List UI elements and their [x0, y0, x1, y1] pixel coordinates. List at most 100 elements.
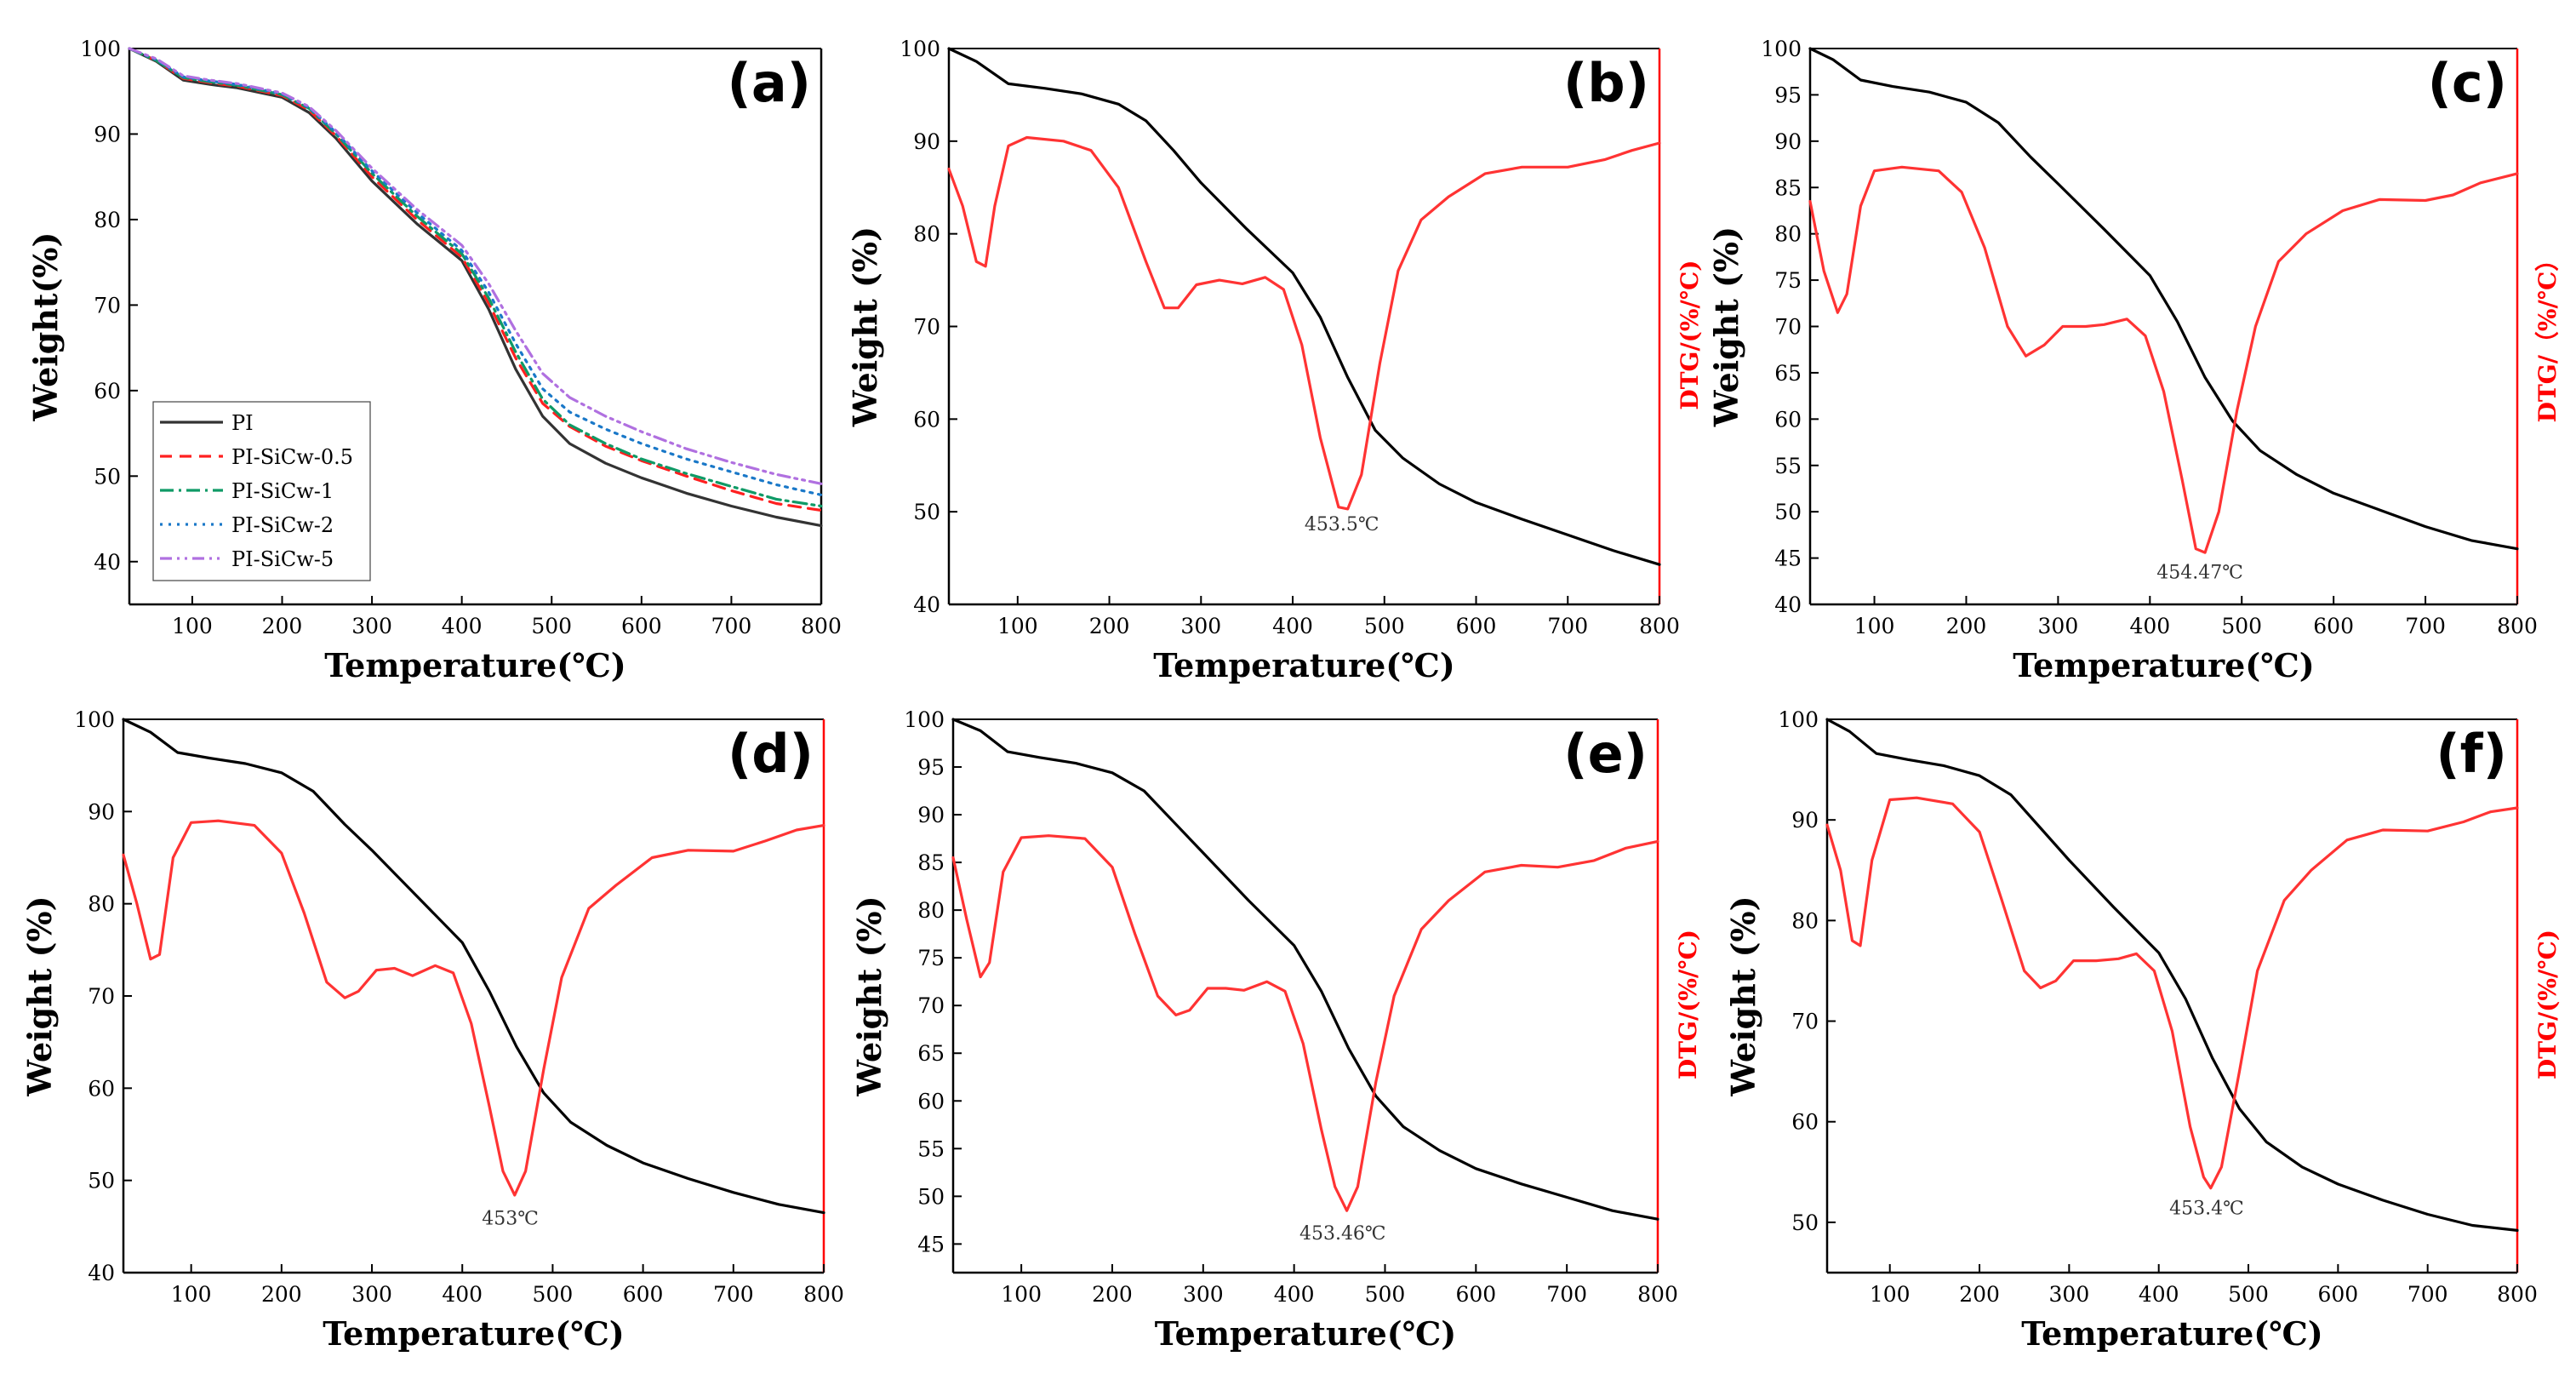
peak-annotation: 453℃ — [482, 1209, 539, 1230]
x-tick-label: 700 — [713, 1282, 754, 1307]
panel-b: 100 200 300 400 500 600 700 800 40 50 60 70 80 90 100 T… — [846, 37, 1704, 684]
x-tick-label: 200 — [261, 1282, 302, 1307]
dtg-axis-title: DTG/（%/℃） — [2533, 248, 2562, 423]
x-tick-label: 100 — [1854, 614, 1895, 638]
x-tick-label: 700 — [711, 614, 752, 638]
panel-a: 100 200 300 400 500 600 700 800 40 50 60 70 80 90 100 T… — [26, 37, 842, 684]
x-tick-label: 600 — [1455, 1282, 1496, 1307]
legend-label: PI — [231, 411, 254, 435]
x-tick-label: 800 — [1637, 1282, 1678, 1307]
y-tick-label: 50 — [94, 464, 121, 489]
x-tick-label: 800 — [2497, 1282, 2538, 1307]
x-tick-label: 800 — [801, 614, 842, 638]
peak-annotation: 453.46℃ — [1299, 1223, 1386, 1245]
y-tick-label: 70 — [1791, 1010, 1819, 1034]
x-tick-label: 300 — [351, 614, 392, 638]
y-tick-label: 90 — [917, 803, 945, 827]
y-axis-title: Weight (%) — [846, 226, 884, 427]
panel-label: (a) — [727, 52, 811, 114]
x-tick-label: 300 — [351, 1282, 392, 1307]
y-tick-label: 75 — [1774, 268, 1802, 293]
y-tick-label: 60 — [94, 379, 121, 403]
y-tick-label: 90 — [1791, 808, 1819, 833]
series-line-pi — [128, 47, 823, 528]
y-tick-label: 60 — [913, 407, 940, 432]
x-tick-label: 600 — [1456, 614, 1497, 638]
y-tick-label: 50 — [917, 1184, 945, 1209]
x-tick-label: 600 — [621, 614, 662, 638]
y-tick-label: 45 — [1774, 547, 1802, 571]
x-axis-title: Temperature(℃) — [2021, 1314, 2323, 1353]
panel-label: (d) — [728, 723, 814, 785]
peak-annotation: 453.4℃ — [2169, 1198, 2244, 1219]
y-tick-label: 65 — [917, 1041, 945, 1066]
y-tick-label: 85 — [917, 850, 945, 875]
legend-label: PI-SiCw-0.5 — [231, 445, 353, 469]
y-axis-title: Weight (%) — [850, 896, 888, 1096]
panel-label: (e) — [1563, 723, 1648, 785]
x-axis-title: Temperature(℃) — [323, 1314, 625, 1353]
x-tick-label: 600 — [623, 1282, 664, 1307]
x-tick-label: 700 — [2405, 614, 2446, 638]
y-tick-label: 100 — [1778, 707, 1819, 732]
y-tick-label: 50 — [1774, 500, 1802, 524]
legend-label: PI-SiCw-5 — [231, 547, 334, 571]
x-tick-label: 400 — [1272, 614, 1313, 638]
series-line-pi-sicw-1 — [128, 47, 823, 508]
legend-label: PI-SiCw-2 — [231, 513, 334, 537]
panel-c: 100 200 300 400 500 600 700 800 40 45 50 55 60 65 70 75… — [1707, 37, 2562, 684]
peak-annotation: 454.47℃ — [2156, 563, 2243, 584]
y-tick-label: 65 — [1774, 361, 1802, 386]
x-tick-label: 400 — [442, 614, 483, 638]
y-tick-label: 50 — [1791, 1210, 1819, 1235]
y-tick-label: 80 — [1774, 222, 1802, 247]
y-tick-label: 70 — [917, 993, 945, 1018]
series-line-dtg — [1808, 165, 2519, 554]
x-tick-label: 600 — [2317, 1282, 2358, 1307]
y-tick-label: 60 — [917, 1089, 945, 1113]
y-tick-label: 45 — [917, 1232, 945, 1256]
legend: PI PI-SiCw-0.5 PI-SiCw-1 PI-SiCw-2 PI-SiCw-5 — [152, 401, 371, 581]
y-tick-label: 100 — [1761, 37, 1802, 61]
series-line-weight — [1825, 718, 2519, 1232]
panel-label: (b) — [1563, 52, 1649, 114]
x-tick-label: 100 — [1001, 1282, 1042, 1307]
x-tick-label: 300 — [1180, 614, 1221, 638]
x-tick-label: 800 — [2497, 614, 2538, 638]
y-axis-title: Weight(%) — [26, 232, 65, 421]
y-tick-label: 95 — [917, 755, 945, 780]
series-line-weight — [1808, 47, 2519, 551]
x-tick-label: 500 — [2228, 1282, 2269, 1307]
series-line-dtg — [947, 135, 1661, 511]
y-tick-label: 40 — [1774, 592, 1802, 617]
y-tick-label: 50 — [913, 500, 940, 524]
y-tick-label: 40 — [913, 592, 940, 617]
y-tick-label: 40 — [88, 1261, 115, 1285]
x-tick-label: 800 — [1639, 614, 1680, 638]
panel-label: (f) — [2436, 723, 2507, 785]
x-tick-label: 700 — [2408, 1282, 2448, 1307]
x-tick-label: 200 — [1959, 1282, 2000, 1307]
y-tick-label: 60 — [88, 1076, 115, 1101]
y-tick-label: 95 — [1774, 83, 1802, 107]
x-tick-label: 200 — [262, 614, 303, 638]
x-tick-label: 200 — [1092, 1282, 1133, 1307]
y-tick-label: 100 — [904, 707, 945, 732]
x-tick-label: 800 — [803, 1282, 844, 1307]
y-tick-label: 75 — [917, 946, 945, 970]
y-tick-label: 100 — [80, 37, 121, 61]
series-line-dtg — [1825, 796, 2519, 1190]
legend-label: PI-SiCw-1 — [231, 479, 334, 503]
x-tick-label: 700 — [1547, 614, 1588, 638]
x-tick-label: 700 — [1546, 1282, 1587, 1307]
x-tick-label: 300 — [2049, 1282, 2090, 1307]
panel-label: (c) — [2428, 52, 2507, 114]
y-tick-label: 50 — [88, 1169, 115, 1193]
y-tick-label: 80 — [88, 892, 115, 917]
series-line-weight — [947, 47, 1661, 566]
x-tick-label: 100 — [172, 614, 213, 638]
x-tick-label: 400 — [1274, 1282, 1315, 1307]
series-line-pi-sicw-5 — [128, 47, 823, 485]
x-tick-label: 100 — [171, 1282, 212, 1307]
x-axis-title: Temperature(℃) — [1155, 1314, 1457, 1353]
